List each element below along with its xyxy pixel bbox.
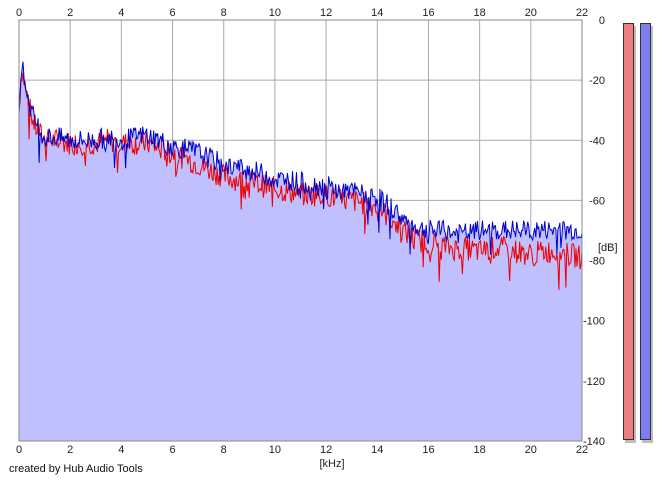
- y-tick-1: -20: [589, 75, 605, 87]
- x-tick-top-8: 16: [422, 7, 434, 19]
- series-lines: [18, 61, 583, 290]
- plot-frame: [18, 19, 583, 442]
- y-tick-6: -120: [583, 376, 605, 388]
- x-tick-top-10: 20: [525, 7, 537, 19]
- y-tick-4: -80: [589, 256, 605, 268]
- x-tick-top-1: 2: [67, 7, 73, 19]
- x-tick-bottom-7: 14: [371, 444, 383, 456]
- x-tick-top-2: 4: [118, 7, 124, 19]
- x-tick-top-5: 10: [269, 7, 281, 19]
- x-tick-top-3: 6: [169, 7, 175, 19]
- x-tick-top-9: 18: [474, 7, 486, 19]
- series-line-1: [18, 61, 583, 255]
- y-axis-label: [dB]: [598, 242, 618, 254]
- x-tick-bottom-6: 12: [320, 444, 332, 456]
- x-tick-bottom-5: 10: [269, 444, 281, 456]
- x-axis-top-ticks: 0 2 4 6 8 10 12 14 16 18 20 22: [16, 7, 588, 19]
- x-tick-bottom-3: 6: [169, 444, 175, 456]
- x-tick-bottom-2: 4: [118, 444, 124, 456]
- x-axis-label: [kHz]: [319, 458, 344, 470]
- y-tick-5: -100: [583, 316, 605, 328]
- spectrum-fill-area: [19, 61, 582, 441]
- x-tick-bottom-9: 18: [474, 444, 486, 456]
- x-tick-bottom-1: 2: [67, 444, 73, 456]
- x-tick-top-6: 12: [320, 7, 332, 19]
- x-tick-top-7: 14: [371, 7, 383, 19]
- x-tick-bottom-8: 16: [422, 444, 434, 456]
- x-tick-top-11: 22: [576, 7, 588, 19]
- x-tick-bottom-10: 20: [525, 444, 537, 456]
- credit-text: created by Hub Audio Tools: [9, 463, 143, 475]
- y-tick-2: -40: [589, 135, 605, 147]
- y-axis-ticks: 0 -20 -40 -60 -80 -100 -120 -140: [583, 15, 605, 448]
- x-tick-top-0: 0: [16, 7, 22, 19]
- x-tick-bottom-11: 22: [576, 444, 588, 456]
- left-channel-level-meter: [623, 23, 634, 440]
- x-axis-bottom-ticks: 0 2 4 6 8 10 12 14 16 18 20 22: [16, 444, 588, 456]
- x-tick-bottom-4: 8: [221, 444, 227, 456]
- x-tick-bottom-0: 0: [16, 444, 22, 456]
- right-channel-level-meter: [640, 23, 651, 440]
- y-tick-7: -140: [583, 436, 605, 448]
- y-tick-0: 0: [599, 15, 605, 27]
- x-tick-top-4: 8: [221, 7, 227, 19]
- y-tick-3: -60: [589, 195, 605, 207]
